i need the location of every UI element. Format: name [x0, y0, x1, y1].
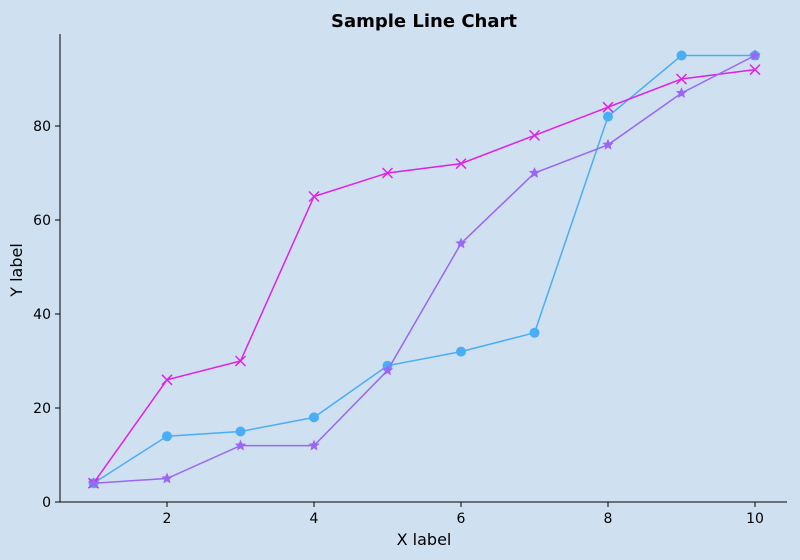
y-axis-label: Y label — [7, 243, 26, 298]
data-point — [676, 50, 687, 61]
series-1-x — [87, 64, 761, 489]
data-point — [308, 439, 320, 451]
x-tick-label: 2 — [163, 511, 172, 527]
y-tick-label: 40 — [33, 307, 51, 323]
x-tick-label: 10 — [746, 511, 764, 527]
data-point — [675, 73, 688, 85]
series-line — [93, 54, 756, 484]
data-point — [456, 346, 466, 357]
data-point — [528, 129, 541, 141]
data-point — [528, 167, 541, 178]
chart-title: Sample Line Chart — [331, 11, 517, 32]
data-point — [161, 374, 173, 386]
data-point — [602, 101, 614, 113]
data-point — [235, 426, 246, 437]
data-point — [675, 87, 688, 98]
data-point — [308, 190, 320, 203]
y-tick-label: 20 — [33, 401, 51, 417]
data-point — [749, 49, 761, 61]
y-tick-label: 60 — [33, 213, 51, 229]
data-point — [455, 158, 467, 170]
data-point — [529, 327, 540, 338]
x-tick-label: 6 — [457, 511, 466, 527]
data-point — [749, 64, 761, 76]
data-point — [381, 167, 394, 179]
data-point — [309, 412, 319, 423]
data-point — [162, 431, 172, 442]
y-tick-label: 0 — [42, 495, 51, 511]
data-point — [234, 355, 247, 367]
data-point — [161, 472, 173, 484]
data-point — [381, 364, 394, 376]
y-tick-label: 80 — [33, 119, 51, 135]
series-line — [93, 54, 755, 484]
data-point — [602, 138, 614, 150]
x-tick-label: 8 — [604, 511, 613, 527]
data-point — [234, 439, 247, 451]
data-point — [455, 237, 467, 249]
series-line — [92, 68, 756, 484]
series-2-star — [87, 49, 761, 489]
data-point — [87, 477, 100, 489]
x-axis-label: X label — [397, 530, 452, 549]
data-point — [603, 111, 613, 122]
x-tick-label: 4 — [310, 511, 319, 527]
